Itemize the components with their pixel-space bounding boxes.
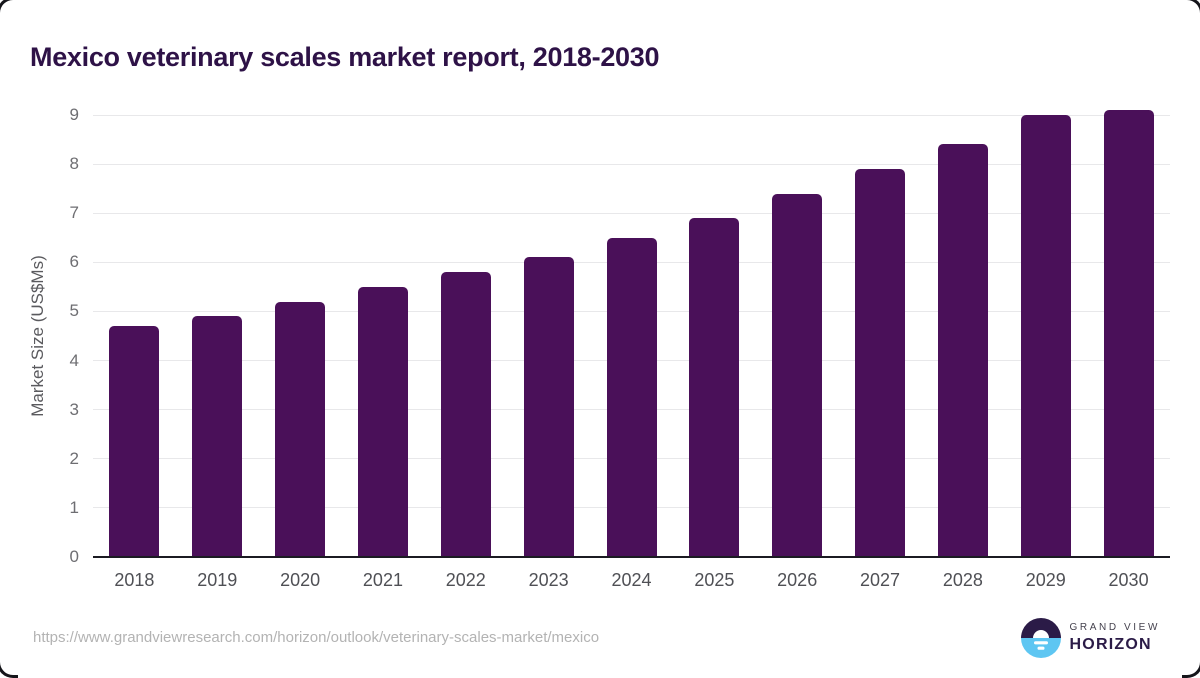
y-tick-label-6: 6 bbox=[69, 252, 79, 272]
bar-2018 bbox=[109, 326, 160, 557]
x-tick-label-2025: 2025 bbox=[694, 570, 735, 590]
bar-2026 bbox=[772, 193, 823, 557]
y-tick-label-1: 1 bbox=[69, 497, 79, 517]
y-tick-label-9: 9 bbox=[69, 105, 79, 124]
horizon-sun-icon bbox=[1020, 618, 1061, 658]
bar-2028 bbox=[937, 144, 988, 557]
x-tick-label-2024: 2024 bbox=[611, 570, 652, 590]
y-tick-label-5: 5 bbox=[69, 301, 79, 321]
x-tick-label-2018: 2018 bbox=[114, 570, 155, 590]
bar-2030 bbox=[1103, 110, 1154, 557]
x-tick-label-2023: 2023 bbox=[528, 570, 569, 590]
y-tick-label-7: 7 bbox=[69, 203, 79, 223]
x-tick-label-2026: 2026 bbox=[777, 570, 818, 590]
bar-2021 bbox=[357, 286, 408, 557]
x-tick-label-2021: 2021 bbox=[362, 570, 403, 590]
x-tick-label-2020: 2020 bbox=[280, 570, 321, 590]
gridline-y-9 bbox=[93, 114, 1170, 116]
x-tick-label-2030: 2030 bbox=[1108, 570, 1149, 590]
x-tick-label-2029: 2029 bbox=[1025, 570, 1066, 590]
bar-2019 bbox=[192, 316, 243, 557]
bar-2029 bbox=[1020, 115, 1071, 557]
y-tick-label-4: 4 bbox=[69, 350, 79, 370]
bar-2024 bbox=[606, 237, 657, 557]
logo-text-grand-view: GRAND VIEW bbox=[1069, 622, 1160, 633]
bar-2025 bbox=[689, 218, 740, 557]
bar-2027 bbox=[855, 169, 906, 557]
y-tick-label-8: 8 bbox=[69, 154, 79, 174]
bar-2020 bbox=[275, 301, 326, 557]
frame-corner-top-left bbox=[0, 0, 18, 18]
bar-2022 bbox=[440, 272, 491, 557]
bar-chart-plot-area: 0 1 2 3 4 5 6 7 8 9 2018 2019 2020 2021 2022 2023 2024 20… bbox=[70, 106, 1170, 590]
logo-text-horizon: HORIZON bbox=[1069, 636, 1152, 653]
x-axis-line bbox=[93, 556, 1170, 558]
y-tick-label-2: 2 bbox=[69, 448, 79, 468]
gridline-y-8 bbox=[93, 163, 1170, 165]
x-tick-label-2027: 2027 bbox=[860, 570, 901, 590]
x-tick-label-2028: 2028 bbox=[942, 570, 983, 590]
gridline-y-7 bbox=[93, 212, 1170, 214]
x-tick-label-2019: 2019 bbox=[197, 570, 238, 590]
grand-view-horizon-logo: GRAND VIEW HORIZON bbox=[1020, 618, 1160, 658]
y-tick-label-3: 3 bbox=[69, 399, 79, 419]
page-title: Mexico veterinary scales market report, … bbox=[30, 42, 660, 73]
source-url: https://www.grandviewresearch.com/horizo… bbox=[33, 629, 600, 646]
frame-corner-top-right bbox=[1182, 0, 1200, 18]
x-tick-label-2022: 2022 bbox=[445, 570, 486, 590]
y-tick-label-0: 0 bbox=[69, 547, 79, 566]
bar-2023 bbox=[523, 257, 574, 557]
